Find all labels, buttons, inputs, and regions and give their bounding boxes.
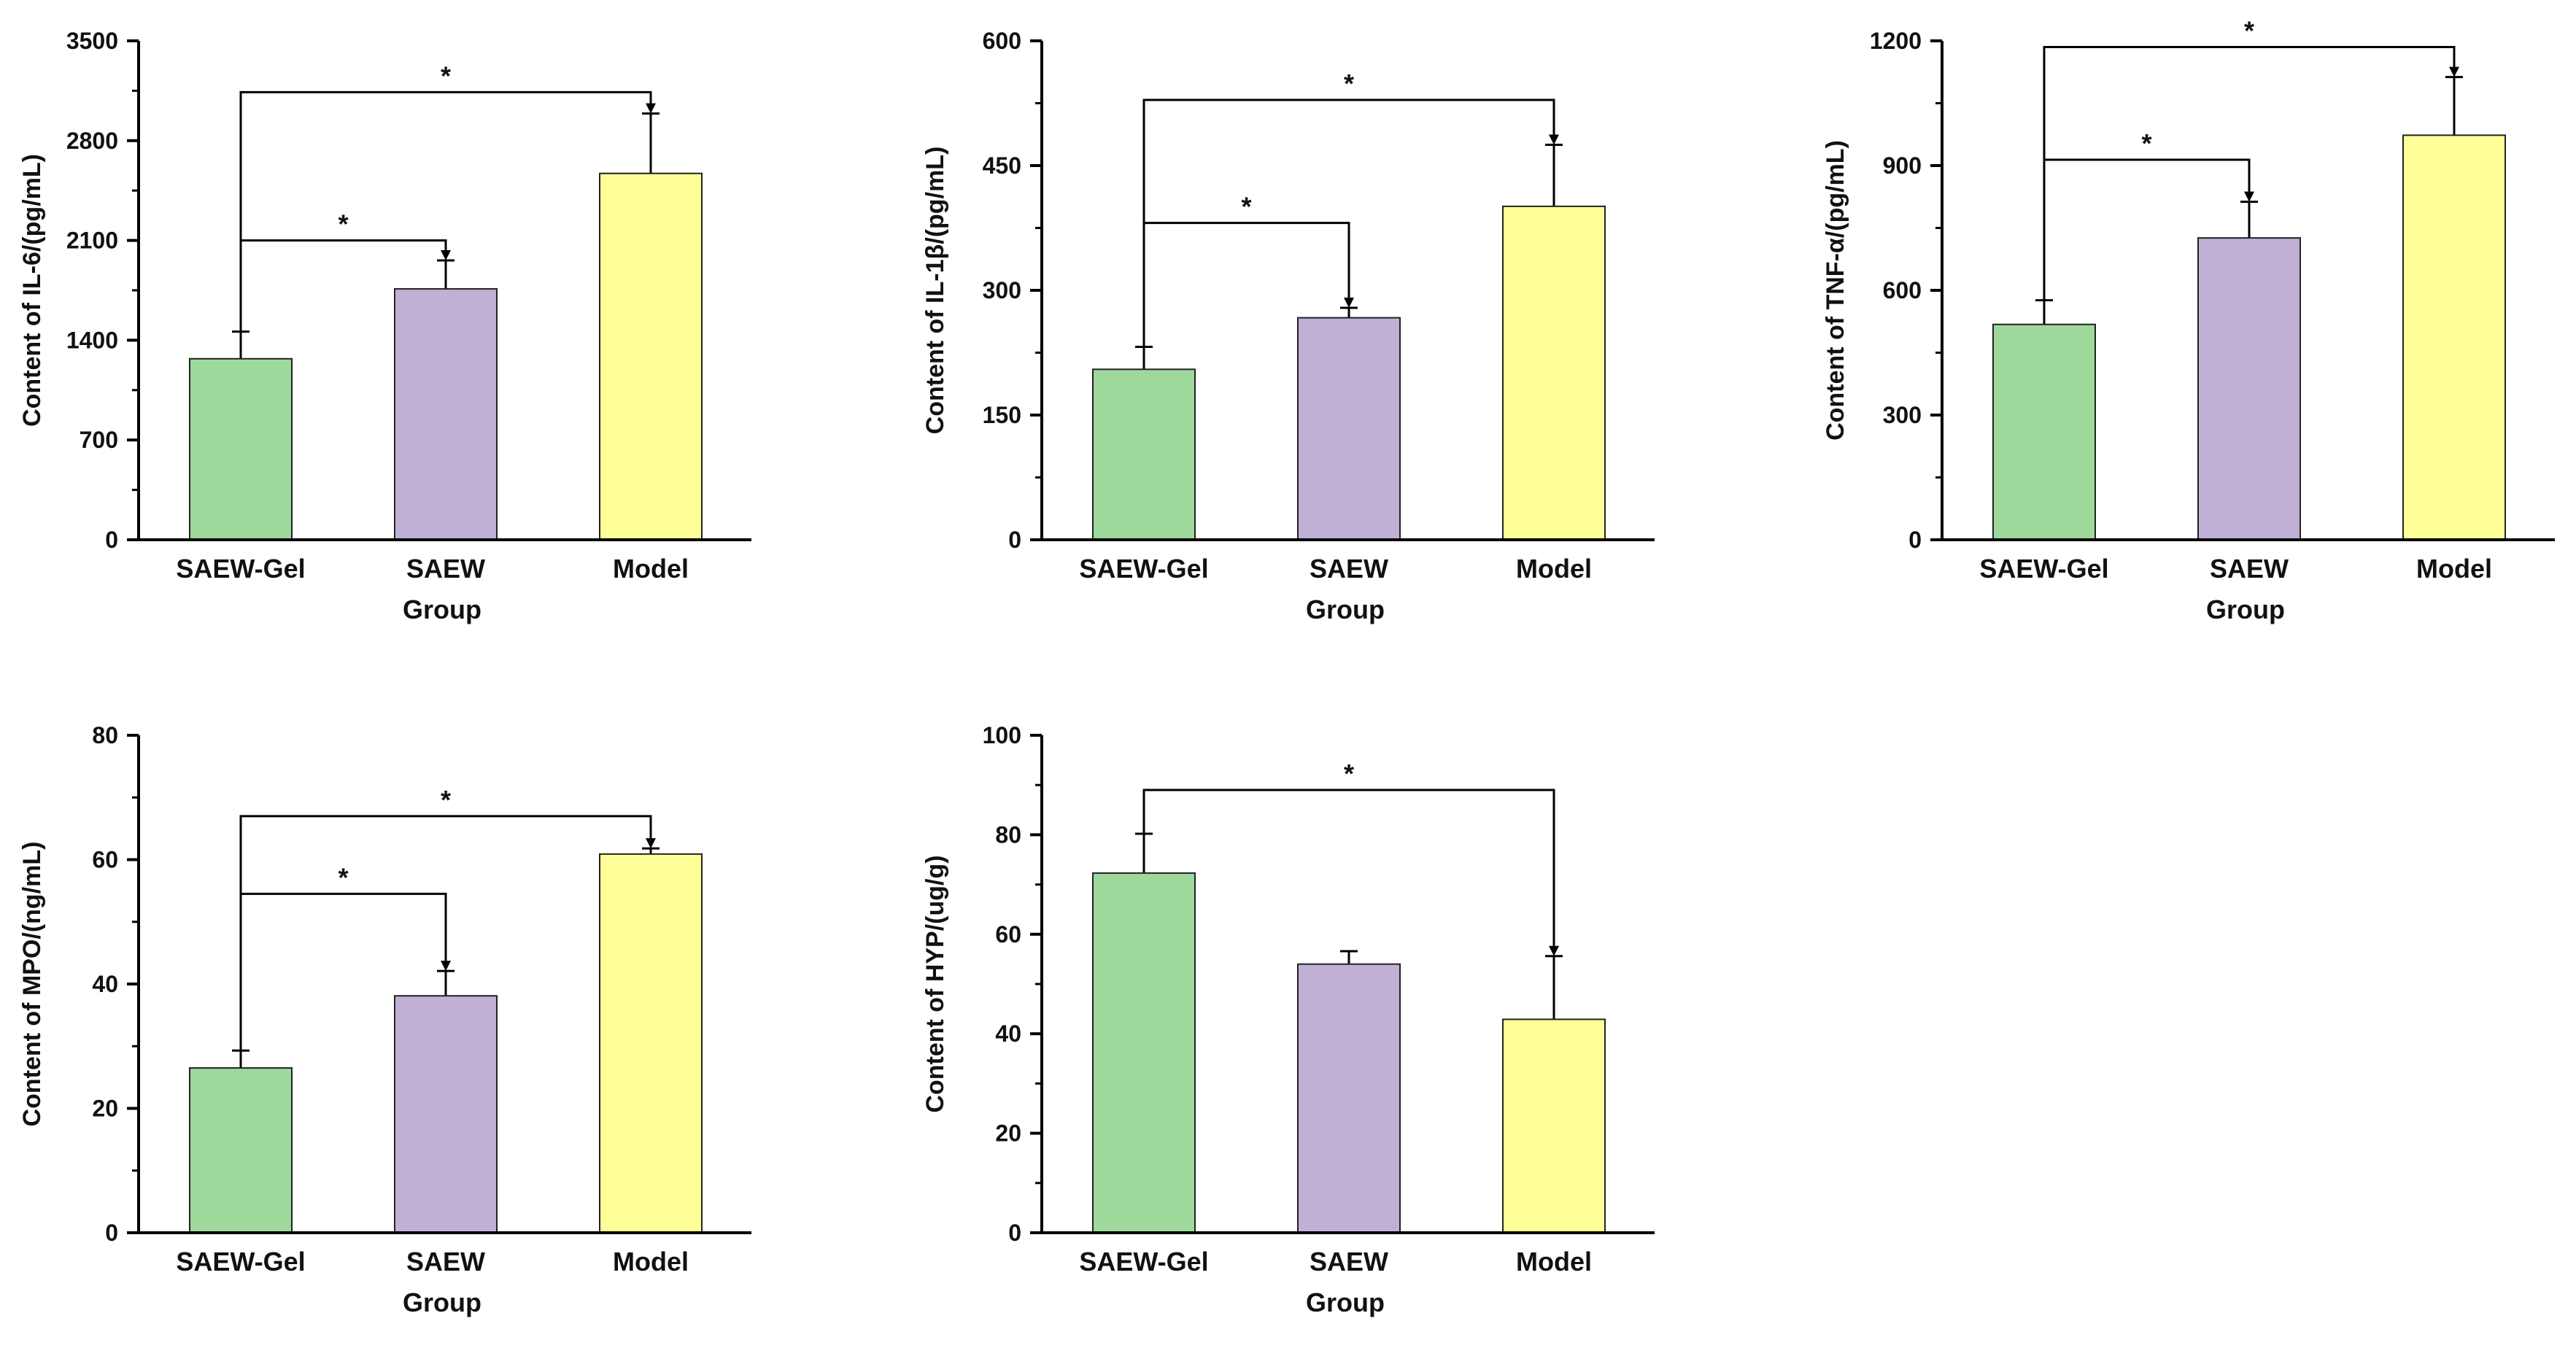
category-label: SAEW-Gel	[1079, 554, 1208, 584]
category-label: Model	[613, 1247, 689, 1277]
y-tick-label: 80	[92, 722, 118, 748]
category-label: SAEW	[1310, 554, 1388, 584]
y-tick-label: 0	[1908, 527, 1922, 553]
y-tick-label: 60	[995, 921, 1021, 948]
y-tick-label: 40	[995, 1020, 1021, 1047]
y-tick-label: 300	[1883, 402, 1922, 428]
y-tick-label: 2800	[66, 128, 118, 154]
category-label: SAEW	[1310, 1247, 1388, 1277]
y-tick-label: 100	[983, 722, 1021, 748]
y-tick-label: 600	[983, 28, 1021, 54]
category-label: Model	[1516, 1247, 1592, 1277]
y-tick-label: 700	[80, 427, 118, 453]
y-tick-label: 0	[105, 1220, 118, 1246]
significance-bracket	[1142, 789, 1555, 949]
significance-arrow	[441, 249, 451, 260]
significance-marker: *	[338, 209, 348, 239]
y-tick-label: 0	[1008, 1220, 1021, 1246]
bar-saew-gel	[1092, 872, 1196, 1233]
category-label: Model	[613, 554, 689, 584]
chart-panel-2: SAEW-Gel SAEW Model * * 0 150 300 450 600 Group Con…	[921, 28, 1655, 624]
significance-marker: *	[1344, 69, 1354, 98]
y-tick-label: 2100	[66, 228, 118, 254]
category-label: SAEW	[406, 554, 485, 584]
y-tick-label: 20	[995, 1120, 1021, 1147]
significance-arrow	[2244, 191, 2254, 202]
category-label: SAEW-Gel	[176, 554, 305, 584]
y-axis-title: Content of TNF-α/(pg/mL)	[1822, 140, 1849, 441]
chart-panel-4: SAEW-Gel SAEW Model * * 0 20 40 60 80 Group Content…	[18, 722, 751, 1317]
category-label: SAEW	[2210, 554, 2289, 584]
y-tick-label: 3500	[66, 28, 118, 54]
y-tick-label: 60	[92, 847, 118, 873]
bar-model	[2402, 134, 2506, 541]
significance-arrow	[1344, 297, 1354, 308]
bar-saew-gel	[189, 1067, 293, 1234]
category-label: Model	[2416, 554, 2492, 584]
bar-saew	[394, 995, 498, 1233]
significance-arrow	[1549, 134, 1559, 145]
significance-arrow	[2449, 66, 2459, 77]
y-tick-label: 0	[1008, 527, 1021, 553]
x-axis-title: Group	[403, 594, 481, 624]
bar-model	[599, 853, 703, 1233]
x-axis-title: Group	[403, 1287, 481, 1317]
y-axis-title: Content of IL-6/(pg/mL)	[18, 154, 46, 427]
significance-arrow	[441, 961, 451, 972]
significance-arrow	[646, 838, 656, 849]
y-tick-label: 600	[1883, 277, 1922, 303]
significance-arrow	[646, 103, 656, 114]
category-label: SAEW-Gel	[1979, 554, 2108, 584]
bar-saew	[2197, 237, 2301, 541]
y-tick-label: 450	[983, 152, 1021, 179]
y-tick-label: 40	[92, 971, 118, 997]
y-tick-label: 1400	[66, 327, 118, 353]
y-tick-label: 150	[983, 402, 1021, 428]
significance-marker: *	[2244, 16, 2254, 46]
significance-marker: *	[441, 785, 451, 815]
y-tick-label: 300	[983, 277, 1021, 303]
y-tick-label: 900	[1883, 152, 1922, 179]
category-label: Model	[1516, 554, 1592, 584]
x-axis-title: Group	[1306, 594, 1385, 624]
y-tick-label: 0	[105, 527, 118, 553]
bar-saew-gel	[1092, 368, 1196, 541]
category-label: SAEW-Gel	[1079, 1247, 1208, 1277]
x-axis-title: Group	[1306, 1287, 1385, 1317]
y-tick-label: 80	[995, 821, 1021, 848]
bar-saew	[1297, 963, 1401, 1233]
chart-panel-1: SAEW-Gel SAEW Model * * 0 700 1400 2100 2800 3500 G…	[18, 28, 751, 624]
significance-bracket	[239, 90, 652, 332]
bar-saew-gel	[1992, 323, 2096, 541]
significance-marker: *	[1241, 192, 1251, 222]
significance-marker: *	[2141, 128, 2151, 158]
bar-saew-gel	[189, 357, 293, 541]
significance-bracket	[1142, 98, 1555, 347]
category-label: SAEW-Gel	[176, 1247, 305, 1277]
significance-bracket	[239, 815, 652, 1051]
significance-arrow	[1549, 945, 1559, 956]
category-label: SAEW	[406, 1247, 485, 1277]
chart-panel-5: SAEW-Gel SAEW Model * 0 20 40 60 80 100 Group Conte…	[921, 722, 1655, 1317]
y-axis-title: Content of MPO/(ng/mL)	[18, 842, 46, 1127]
bar-saew	[1297, 317, 1401, 541]
bar-model	[1502, 205, 1606, 541]
significance-marker: *	[1344, 759, 1354, 789]
significance-marker: *	[441, 61, 451, 90]
x-axis-title: Group	[2206, 594, 2285, 624]
y-axis-title: Content of IL-1β/(pg/mL)	[921, 147, 949, 435]
y-tick-label: 20	[92, 1096, 118, 1122]
y-tick-label: 1200	[1870, 28, 1922, 54]
bar-model	[1502, 1018, 1606, 1233]
bar-saew	[394, 288, 498, 541]
significance-bracket	[2043, 46, 2456, 301]
y-axis-title: Content of HYP/(ug/g)	[921, 855, 949, 1112]
significance-marker: *	[338, 862, 348, 892]
bar-model	[599, 172, 703, 541]
chart-panel-3: SAEW-Gel SAEW Model * * 0 300 600 900 1200 Group Co…	[1822, 16, 2555, 624]
